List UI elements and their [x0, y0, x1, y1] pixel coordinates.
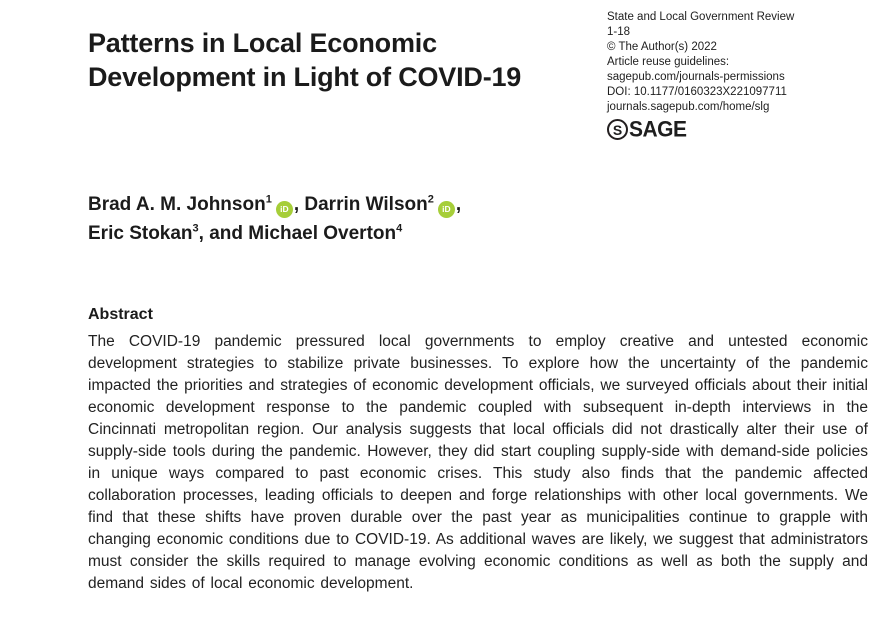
author-separator: , [293, 194, 305, 215]
reuse-guidelines-link[interactable]: sagepub.com/journals-permissions [607, 71, 785, 83]
reuse-guidelines-label: Article reuse guidelines: [607, 56, 730, 68]
author-name: Darrin Wilson [304, 194, 428, 215]
page-range: 1-18 [607, 26, 631, 38]
author-name: Michael Overton [248, 223, 397, 244]
orcid-icon-label: iD [442, 204, 451, 214]
doi-line: DOI: 10.1177/0160323X221097711 [607, 86, 787, 98]
sage-logo-text: SAGE [629, 117, 687, 142]
author-separator: , [455, 194, 462, 215]
orcid-icon[interactable]: iD [275, 201, 293, 218]
author-list: Brad A. M. Johnson1 iD, Darrin Wilson2 iD,… [88, 190, 588, 248]
journal-metadata-block: State and Local Government Review 1-18 ©… [607, 10, 877, 142]
article-title: Patterns in Local Economic Development i… [88, 28, 522, 92]
affiliation-mark: 2 [427, 193, 434, 206]
affiliation-mark: 1 [265, 193, 272, 206]
orcid-icon[interactable]: iD [437, 201, 455, 218]
copyright-line: © The Author(s) 2022 [607, 41, 717, 53]
abstract-heading: Abstract [88, 306, 153, 323]
sage-logo: S SAGE [607, 117, 877, 142]
journal-name: State and Local Government Review [607, 11, 795, 23]
abstract-text: The COVID-19 pandemic pressured local go… [88, 333, 868, 592]
journal-home-link[interactable]: journals.sagepub.com/home/slg [607, 101, 770, 113]
author-name: Eric Stokan [88, 223, 193, 244]
author-separator: , and [198, 223, 249, 244]
abstract-section: Abstract The COVID-19 pandemic pressured… [88, 306, 868, 595]
sage-s-icon: S [607, 119, 628, 140]
affiliation-mark: 3 [192, 222, 199, 235]
affiliation-mark: 4 [396, 222, 403, 235]
orcid-icon-label: iD [280, 204, 289, 214]
author-name: Brad A. M. Johnson [88, 194, 266, 215]
